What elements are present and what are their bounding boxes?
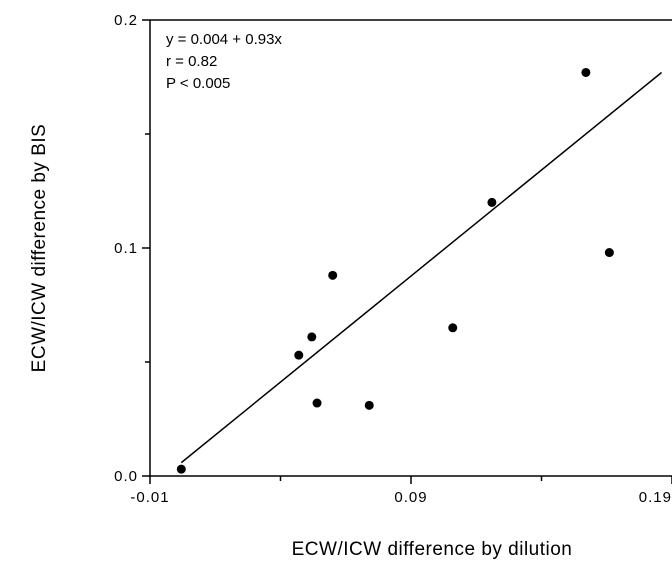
- y-tick-label: 0.2: [114, 12, 138, 29]
- data-point: [307, 332, 317, 342]
- y-tick-label: 0.0: [114, 468, 138, 485]
- annotation-r-value: r = 0.82: [166, 53, 217, 70]
- data-point: [581, 67, 591, 77]
- x-tick-label: 0.19: [639, 489, 672, 506]
- data-point: [364, 400, 374, 410]
- axes: [142, 19, 672, 484]
- data-points: [176, 67, 614, 474]
- annotation-p-value: P < 0.005: [166, 75, 230, 92]
- y-tick-label: 0.1: [114, 240, 138, 257]
- data-point: [176, 464, 186, 474]
- x-axis-title: ECW/ICW difference by dilution: [292, 539, 573, 560]
- x-tick-label: -0.01: [130, 489, 169, 506]
- data-point: [487, 197, 497, 207]
- annotation-equation: y = 0.004 + 0.93x: [166, 31, 282, 48]
- y-axis-title: ECW/ICW difference by BIS: [29, 124, 50, 373]
- data-point: [604, 248, 614, 258]
- regression-line: [180, 71, 663, 464]
- data-point: [312, 398, 322, 408]
- data-point: [328, 270, 338, 280]
- fit-line-group: [180, 71, 663, 464]
- tick-labels: 0.0 0.1 0.2 -0.01 0.09 0.19: [114, 12, 672, 506]
- x-tick-label: 0.09: [394, 489, 427, 506]
- data-point: [448, 323, 458, 333]
- data-point: [294, 350, 304, 360]
